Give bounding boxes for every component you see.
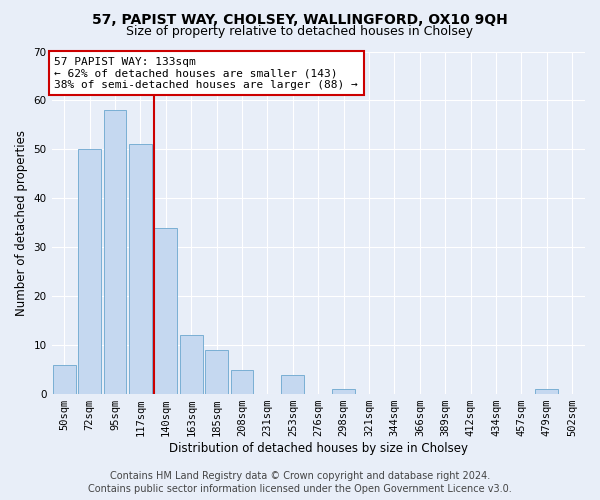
- Bar: [535, 389, 559, 394]
- Bar: [78, 150, 101, 394]
- Bar: [154, 228, 177, 394]
- Text: 57 PAPIST WAY: 133sqm
← 62% of detached houses are smaller (143)
38% of semi-det: 57 PAPIST WAY: 133sqm ← 62% of detached …: [54, 56, 358, 90]
- Bar: [332, 389, 355, 394]
- X-axis label: Distribution of detached houses by size in Cholsey: Distribution of detached houses by size …: [169, 442, 468, 455]
- Text: Size of property relative to detached houses in Cholsey: Size of property relative to detached ho…: [127, 25, 473, 38]
- Bar: [281, 374, 304, 394]
- Bar: [104, 110, 127, 394]
- Bar: [230, 370, 253, 394]
- Bar: [129, 144, 152, 394]
- Bar: [205, 350, 228, 394]
- Text: Contains HM Land Registry data © Crown copyright and database right 2024.
Contai: Contains HM Land Registry data © Crown c…: [88, 471, 512, 494]
- Bar: [180, 336, 203, 394]
- Text: 57, PAPIST WAY, CHOLSEY, WALLINGFORD, OX10 9QH: 57, PAPIST WAY, CHOLSEY, WALLINGFORD, OX…: [92, 12, 508, 26]
- Y-axis label: Number of detached properties: Number of detached properties: [15, 130, 28, 316]
- Bar: [53, 364, 76, 394]
